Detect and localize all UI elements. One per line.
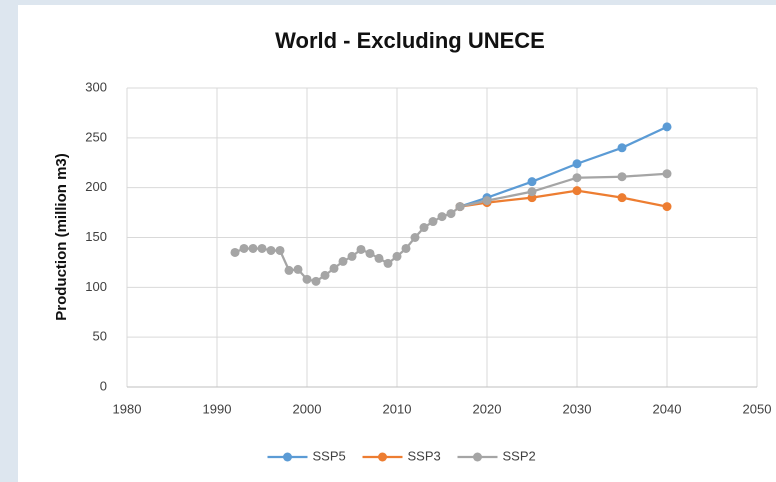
series-line — [459, 189, 668, 208]
data-point — [401, 243, 411, 253]
data-point — [239, 243, 249, 253]
y-tick-label: 300 — [85, 79, 107, 94]
data-point — [572, 186, 582, 196]
legend-label: SSP3 — [408, 448, 441, 463]
data-point — [365, 248, 375, 258]
data-point — [662, 122, 672, 132]
y-tick-label: 0 — [100, 378, 107, 393]
y-tick-label: 100 — [85, 279, 107, 294]
data-point — [338, 256, 348, 266]
y-tick-label: 50 — [93, 329, 107, 344]
data-point — [572, 173, 582, 183]
x-tick-label: 2010 — [383, 401, 412, 416]
data-point — [293, 264, 303, 274]
x-tick-label: 2020 — [473, 401, 502, 416]
data-point — [302, 274, 312, 284]
legend-marker — [283, 452, 292, 462]
data-point — [617, 143, 627, 153]
data-point — [527, 187, 537, 197]
legend-label: SSP5 — [313, 448, 346, 463]
data-point — [419, 223, 429, 233]
data-point — [527, 177, 537, 187]
x-tick-label: 1980 — [113, 401, 142, 416]
data-point — [455, 202, 465, 212]
data-point — [275, 245, 285, 255]
x-tick-label: 2030 — [563, 401, 592, 416]
data-point — [617, 172, 627, 182]
data-point — [482, 196, 492, 206]
x-tick-label: 2000 — [293, 401, 322, 416]
data-point — [410, 233, 420, 242]
data-point — [428, 217, 438, 227]
legend-marker — [473, 452, 482, 462]
data-point — [284, 265, 294, 275]
legend-marker — [378, 452, 387, 462]
x-tick-label: 2040 — [653, 401, 682, 416]
x-tick-label: 1990 — [203, 401, 232, 416]
y-tick-label: 150 — [85, 229, 107, 244]
data-point — [662, 169, 672, 179]
data-point — [374, 253, 384, 263]
data-point — [392, 251, 402, 261]
data-point — [572, 159, 582, 169]
x-tick-label: 2050 — [743, 401, 772, 416]
data-point — [311, 276, 321, 286]
data-point — [248, 243, 258, 253]
data-point — [329, 263, 339, 273]
data-point — [266, 245, 276, 255]
data-point — [320, 270, 330, 280]
y-axis-title: Production (million m3) — [53, 153, 70, 321]
series-line — [459, 125, 668, 208]
chart-title: World - Excluding UNECE — [275, 28, 545, 53]
data-point — [617, 193, 627, 203]
data-point — [662, 202, 672, 212]
data-point — [257, 243, 267, 253]
data-point — [230, 247, 240, 257]
data-point — [347, 251, 357, 261]
data-point — [437, 212, 447, 222]
legend-label: SSP2 — [503, 448, 536, 463]
y-tick-label: 250 — [85, 129, 107, 144]
data-point — [356, 244, 366, 254]
y-tick-label: 200 — [85, 179, 107, 194]
data-point — [446, 209, 456, 219]
data-point — [383, 258, 393, 268]
